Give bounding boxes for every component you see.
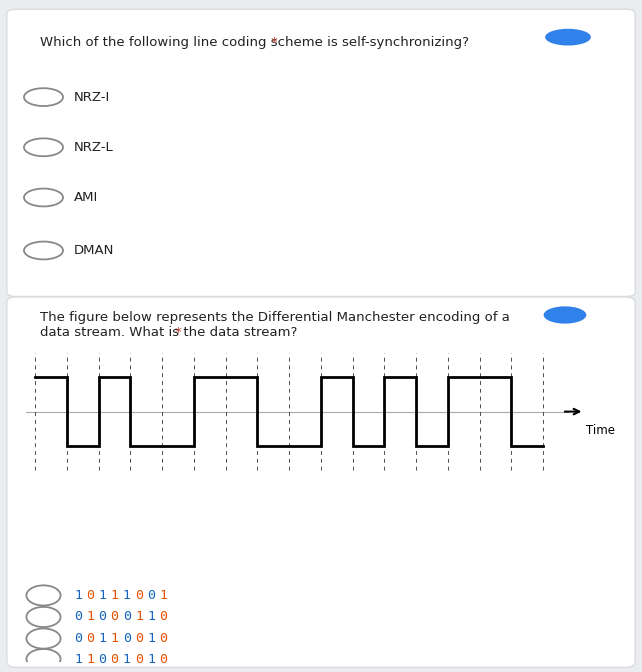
Text: 1: 1 [74, 589, 82, 602]
Text: 1: 1 [110, 589, 119, 602]
Text: 0: 0 [86, 589, 94, 602]
Text: 0: 0 [98, 610, 107, 624]
Ellipse shape [544, 306, 586, 324]
Text: 1: 1 [159, 589, 168, 602]
Text: 1: 1 [110, 632, 119, 645]
FancyBboxPatch shape [7, 9, 635, 296]
Text: 0: 0 [110, 653, 119, 665]
Text: 0: 0 [98, 653, 107, 665]
Text: 0: 0 [159, 632, 168, 645]
Text: Which of the following line coding scheme is self-synchronizing?: Which of the following line coding schem… [40, 36, 474, 49]
Text: 1: 1 [123, 653, 131, 665]
Text: 0: 0 [123, 610, 131, 624]
Text: 0: 0 [147, 589, 155, 602]
Text: DMAN: DMAN [74, 244, 114, 257]
Text: 0: 0 [159, 610, 168, 624]
Text: 0: 0 [159, 653, 168, 665]
Text: 0: 0 [135, 589, 143, 602]
Text: 0: 0 [86, 632, 94, 645]
Text: NRZ-L: NRZ-L [74, 141, 114, 154]
Text: 0: 0 [74, 610, 82, 624]
Text: AMI: AMI [74, 191, 98, 204]
Text: 0: 0 [135, 632, 143, 645]
Text: The figure below represents the Differential Manchester encoding of a: The figure below represents the Differen… [40, 311, 510, 325]
Text: 1: 1 [86, 610, 94, 624]
Text: Time: Time [586, 423, 615, 437]
Text: data stream. What is the data stream?: data stream. What is the data stream? [40, 326, 302, 339]
Text: 1: 1 [123, 589, 131, 602]
Text: 1: 1 [74, 653, 82, 665]
Text: 0: 0 [110, 610, 119, 624]
Text: 0: 0 [135, 653, 143, 665]
Text: 1: 1 [98, 589, 107, 602]
Text: 1: 1 [147, 653, 155, 665]
Text: 1: 1 [135, 610, 143, 624]
Text: *: * [175, 326, 182, 339]
Text: 1: 1 [86, 653, 94, 665]
Text: 1: 1 [147, 632, 155, 645]
Text: *: * [270, 36, 277, 49]
Text: 0: 0 [74, 632, 82, 645]
Text: 1: 1 [98, 632, 107, 645]
Ellipse shape [545, 29, 591, 46]
FancyBboxPatch shape [7, 297, 635, 667]
Text: NRZ-I: NRZ-I [74, 91, 110, 103]
Text: 0: 0 [123, 632, 131, 645]
Text: 1: 1 [147, 610, 155, 624]
